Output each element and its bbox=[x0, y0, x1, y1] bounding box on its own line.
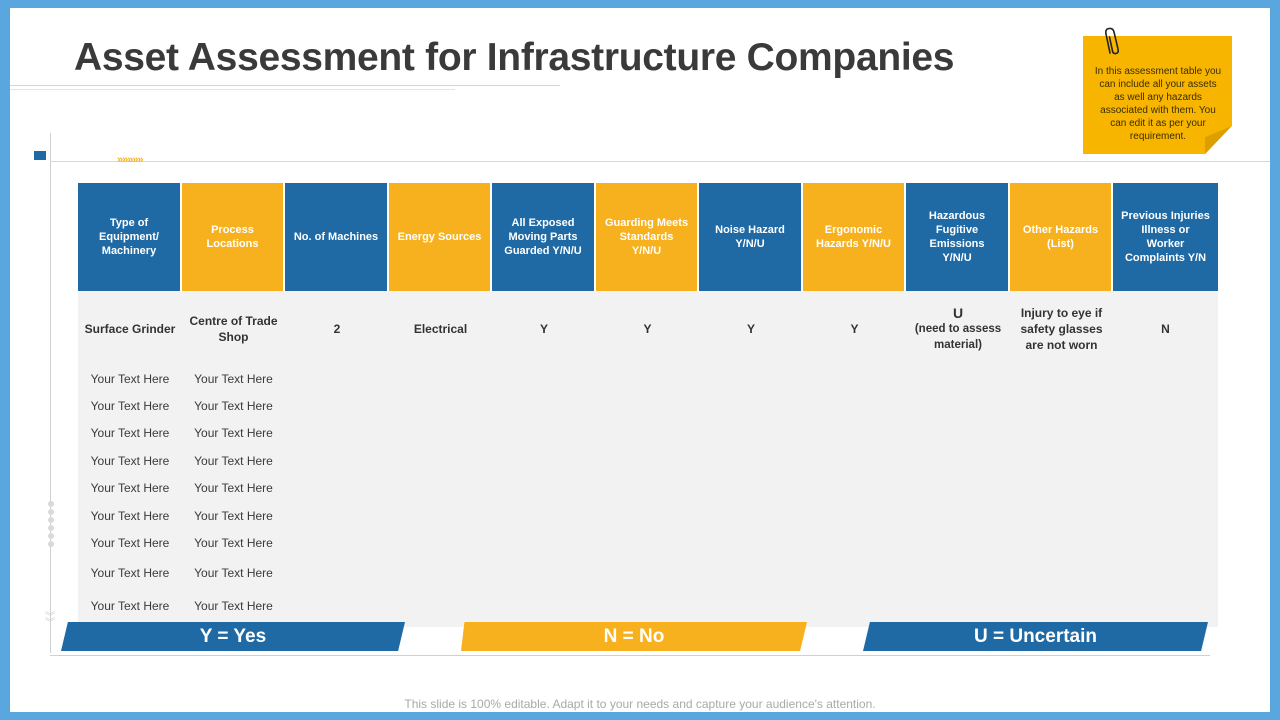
footer-note: This slide is 100% editable. Adapt it to… bbox=[404, 697, 876, 711]
header-injuries: Previous Injuries Illness or Worker Comp… bbox=[1113, 183, 1218, 291]
assessment-table: Type of Equipment/ Machinery Process Loc… bbox=[78, 183, 1218, 627]
header-standards: Guarding Meets Standards Y/N/U bbox=[596, 183, 699, 291]
header-emissions: Hazardous Fugitive Emissions Y/N/U bbox=[906, 183, 1010, 291]
placeholder-cell[interactable]: Your Text Here bbox=[90, 399, 170, 414]
table-row: Your Text Here Your Text Here bbox=[78, 447, 1218, 474]
paperclip-icon bbox=[1105, 27, 1120, 55]
placeholder-cell[interactable]: Your Text Here bbox=[194, 598, 273, 613]
placeholder-cell[interactable]: Your Text Here bbox=[194, 453, 273, 468]
table-row: Your Text Here Your Text Here bbox=[78, 365, 1218, 392]
table-row: Your Text Here Your Text Here bbox=[78, 557, 1218, 590]
chevron-down-icon: ︾ ︾ bbox=[45, 612, 55, 629]
placeholder-cell[interactable]: Your Text Here bbox=[90, 371, 170, 386]
cell-equipment[interactable]: Surface Grinder bbox=[84, 322, 176, 336]
placeholder-cell[interactable]: Your Text Here bbox=[90, 453, 170, 468]
header-machines: No. of Machines bbox=[285, 183, 389, 291]
placeholder-cell[interactable]: Your Text Here bbox=[90, 508, 170, 523]
frame-bottom-line bbox=[50, 655, 1210, 656]
title-underline bbox=[10, 85, 560, 86]
placeholder-cell[interactable]: Your Text Here bbox=[90, 481, 170, 496]
slide: Asset Assessment for Infrastructure Comp… bbox=[10, 8, 1270, 712]
chevrons-icon: »»»»» bbox=[117, 154, 144, 166]
table-row: Your Text Here Your Text Here bbox=[78, 392, 1218, 419]
cell-energy[interactable]: Electrical bbox=[413, 322, 468, 336]
legend-yes: Y = Yes bbox=[61, 622, 405, 651]
placeholder-cell[interactable]: Your Text Here bbox=[194, 508, 273, 523]
placeholder-cell[interactable]: Your Text Here bbox=[90, 566, 170, 581]
cell-machines[interactable]: 2 bbox=[333, 322, 341, 336]
table-row: Your Text Here Your Text Here bbox=[78, 529, 1218, 556]
placeholder-cell[interactable]: Your Text Here bbox=[194, 399, 273, 414]
cell-location[interactable]: Centre of Trade Shop bbox=[189, 314, 278, 344]
legend-no: N = No bbox=[461, 622, 807, 651]
table-row: Your Text Here Your Text Here bbox=[78, 475, 1218, 502]
header-other-hazards: Other Hazards (List) bbox=[1010, 183, 1113, 291]
header-equipment: Type of Equipment/ Machinery bbox=[78, 183, 182, 291]
table-row: Your Text Here Your Text Here bbox=[78, 502, 1218, 529]
legend-uncertain: U = Uncertain bbox=[863, 622, 1208, 651]
header-energy-sources: Energy Sources bbox=[389, 183, 492, 291]
table-body: Surface Grinder Centre of Trade Shop 2 E… bbox=[78, 291, 1218, 627]
placeholder-cell[interactable]: Your Text Here bbox=[194, 371, 273, 386]
cell-guarded[interactable]: Y bbox=[539, 322, 548, 336]
header-noise: Noise Hazard Y/N/U bbox=[699, 183, 803, 291]
table-row: Your Text Here Your Text Here bbox=[78, 420, 1218, 447]
accent-square bbox=[34, 151, 46, 160]
cell-noise[interactable]: Y bbox=[746, 322, 755, 336]
table-row: Your Text Here Your Text Here bbox=[78, 590, 1218, 622]
cell-emissions-value: U bbox=[952, 305, 964, 321]
page-title: Asset Assessment for Infrastructure Comp… bbox=[74, 36, 955, 79]
cell-ergonomic[interactable]: Y bbox=[850, 322, 859, 336]
table-row: Surface Grinder Centre of Trade Shop 2 E… bbox=[78, 293, 1218, 365]
frame-horizontal-line bbox=[50, 161, 1270, 162]
placeholder-cell[interactable]: Your Text Here bbox=[194, 566, 273, 581]
placeholder-cell[interactable]: Your Text Here bbox=[194, 426, 273, 441]
cell-emissions[interactable]: U (need to assess material) bbox=[906, 305, 1010, 353]
cell-other-hazards[interactable]: Injury to eye if safety glasses are not … bbox=[1020, 306, 1103, 352]
sticky-note[interactable] bbox=[1083, 36, 1232, 154]
cell-standards[interactable]: Y bbox=[643, 322, 652, 336]
title-underline-secondary bbox=[10, 89, 455, 90]
header-ergonomic: Ergonomic Hazards Y/N/U bbox=[803, 183, 906, 291]
header-process-locations: Process Locations bbox=[182, 183, 285, 291]
placeholder-cell[interactable]: Your Text Here bbox=[194, 481, 273, 496]
placeholder-cell[interactable]: Your Text Here bbox=[90, 426, 170, 441]
sticky-note-text: In this assessment table you can include… bbox=[1094, 66, 1222, 142]
frame-vertical-line bbox=[50, 133, 51, 653]
table-header-row: Type of Equipment/ Machinery Process Loc… bbox=[78, 183, 1218, 291]
cell-emissions-note: (need to assess material) bbox=[914, 323, 1002, 351]
dots-icon bbox=[48, 501, 56, 549]
header-guarded: All Exposed Moving Parts Guarded Y/N/U bbox=[492, 183, 596, 291]
cell-injuries[interactable]: N bbox=[1161, 322, 1170, 336]
placeholder-cell[interactable]: Your Text Here bbox=[90, 598, 170, 613]
placeholder-cell[interactable]: Your Text Here bbox=[194, 536, 273, 551]
placeholder-cell[interactable]: Your Text Here bbox=[90, 536, 170, 551]
